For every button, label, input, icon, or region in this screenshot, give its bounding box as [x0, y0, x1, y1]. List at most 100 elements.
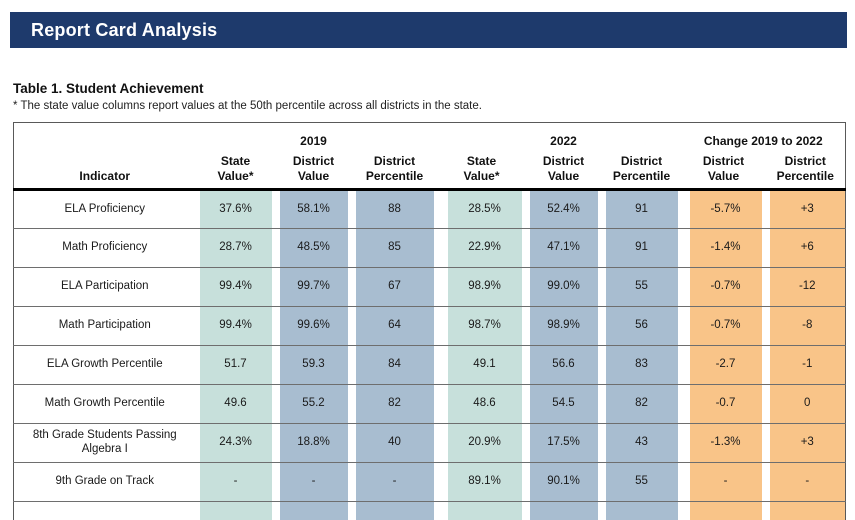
- value-cell: -0.7: [681, 384, 766, 424]
- value-cell: 88: [352, 189, 438, 229]
- group-header-2019: 2019: [300, 133, 327, 148]
- header-spacer: [196, 123, 276, 149]
- value-cell: -: [351, 462, 438, 502]
- group-header-row: 2019 2022 Change 2019 to 2022: [14, 123, 846, 149]
- value-cell: -: [681, 462, 766, 502]
- value-cell: 99.4%: [195, 306, 276, 346]
- value-cell: 98.7%: [437, 306, 526, 346]
- col-header-change-district-value: District Value: [702, 154, 745, 183]
- value-cell: -: [195, 462, 276, 502]
- col-header-change-district-percentile: District Percentile: [776, 154, 834, 183]
- header-spacer: [438, 123, 526, 149]
- value-cell: 98.9%: [525, 306, 602, 346]
- value-cell: 85: [351, 228, 438, 268]
- col-header-district-value-2019: District Value: [292, 154, 335, 183]
- value-cell: 99.6%: [275, 306, 352, 346]
- value-cell: 99.4%: [195, 267, 276, 307]
- value-cell: 43: [601, 423, 682, 463]
- col-header-district-percentile-2019: District Percentile: [365, 154, 424, 183]
- value-cell: 0: [765, 384, 846, 424]
- student-achievement-table: 2019 2022 Change 2019 to 2022 Indicator …: [13, 122, 847, 520]
- value-cell: 52.4%: [526, 189, 602, 229]
- value-cell: -0.7%: [681, 306, 766, 346]
- value-cell: -: [765, 462, 846, 502]
- header-spacer: [602, 123, 682, 149]
- table-row: Math Participation 99.4% 99.6% 64 98.7% 98.9%…: [13, 306, 846, 346]
- value-cell: -5.7%: [682, 189, 766, 229]
- value-cell: [601, 501, 682, 520]
- indicator-cell: ELA Proficiency: [64, 202, 146, 215]
- value-cell: 20.9%: [437, 423, 526, 463]
- value-cell: 49.1: [437, 345, 526, 385]
- col-header-state-value-2022: State Value*: [463, 154, 500, 183]
- value-cell: 17.5%: [525, 423, 602, 463]
- value-cell: 67: [351, 267, 438, 307]
- value-cell: 55.2: [275, 384, 352, 424]
- value-cell: 56.6: [525, 345, 602, 385]
- value-cell: -1: [765, 345, 846, 385]
- value-cell: +3: [765, 423, 846, 463]
- value-cell: 55: [601, 462, 682, 502]
- value-cell: 99.7%: [275, 267, 352, 307]
- col-header-indicator: Indicator: [79, 169, 131, 183]
- indicator-cell: Math Proficiency: [13, 228, 196, 268]
- value-cell: 91: [602, 189, 682, 229]
- value-cell: 40: [351, 423, 438, 463]
- value-cell: -12: [765, 267, 846, 307]
- value-cell: 22.9%: [437, 228, 526, 268]
- value-cell: [525, 501, 602, 520]
- value-cell: 28.5%: [438, 189, 526, 229]
- value-cell: 58.1%: [276, 189, 352, 229]
- value-cell: +6: [765, 228, 846, 268]
- col-header-state-value-2019: State Value*: [217, 154, 254, 183]
- value-cell: 84: [351, 345, 438, 385]
- table-row: ELA Proficiency 37.6% 58.1% 88 28.5% 52.4% 91-…: [14, 189, 846, 229]
- value-cell: 98.9%: [437, 267, 526, 307]
- table-body: ELA Proficiency 37.6% 58.1% 88 28.5% 52.4% 91-…: [13, 189, 846, 520]
- value-cell: 49.6: [195, 384, 276, 424]
- value-cell: 64: [351, 306, 438, 346]
- group-header-change: Change 2019 to 2022: [703, 133, 823, 148]
- column-header-row: Indicator State Value* District Value Di…: [14, 149, 846, 190]
- indicator-cell: Math Growth Percentile: [13, 384, 196, 424]
- group-header-2022: 2022: [550, 133, 577, 148]
- value-cell: 99.0%: [525, 267, 602, 307]
- table-row: 8th Grade Students Passing Algebra I 24.3…: [13, 423, 846, 463]
- value-cell: 54.5: [525, 384, 602, 424]
- value-cell: +3: [766, 189, 846, 229]
- value-cell: -0.7%: [681, 267, 766, 307]
- value-cell: 48.6: [437, 384, 526, 424]
- col-header-district-value-2022: District Value: [542, 154, 585, 183]
- value-cell: [351, 501, 438, 520]
- report-header-bar: Report Card Analysis: [10, 12, 847, 48]
- col-header-district-percentile-2022: District Percentile: [612, 154, 671, 183]
- value-cell: [275, 501, 352, 520]
- value-cell: 51.7: [195, 345, 276, 385]
- value-cell: 90.1%: [525, 462, 602, 502]
- value-cell: 24.3%: [195, 423, 276, 463]
- value-cell: 28.7%: [195, 228, 276, 268]
- indicator-cell: 8th Grade Students Passing Algebra I: [13, 423, 196, 463]
- indicator-cell: 9th Grade on Track: [13, 462, 196, 502]
- table-row: 9th Grade on Track - - -89.1% 90.1% 55- -: [13, 462, 846, 502]
- value-cell: 83: [601, 345, 682, 385]
- value-cell: -1.3%: [681, 423, 766, 463]
- value-cell: -1.4%: [681, 228, 766, 268]
- value-cell: 55: [601, 267, 682, 307]
- value-cell: 82: [351, 384, 438, 424]
- value-cell: 56: [601, 306, 682, 346]
- indicator-cell: ELA Participation: [13, 267, 196, 307]
- table-row: [13, 501, 846, 520]
- table-row: ELA Growth Percentile 51.7 59.3 84 49.1 56.6 8…: [13, 345, 846, 385]
- value-cell: -: [275, 462, 352, 502]
- value-cell: 47.1%: [525, 228, 602, 268]
- value-cell: 37.6%: [196, 189, 276, 229]
- value-cell: 91: [601, 228, 682, 268]
- value-cell: -8: [765, 306, 846, 346]
- value-cell: 59.3: [275, 345, 352, 385]
- table-row: Math Growth Percentile 49.6 55.2 82 48.6 54.5…: [13, 384, 846, 424]
- table-title: Table 1. Student Achievement: [13, 81, 204, 96]
- indicator-cell: Math Participation: [13, 306, 196, 346]
- header-spacer: [352, 123, 438, 149]
